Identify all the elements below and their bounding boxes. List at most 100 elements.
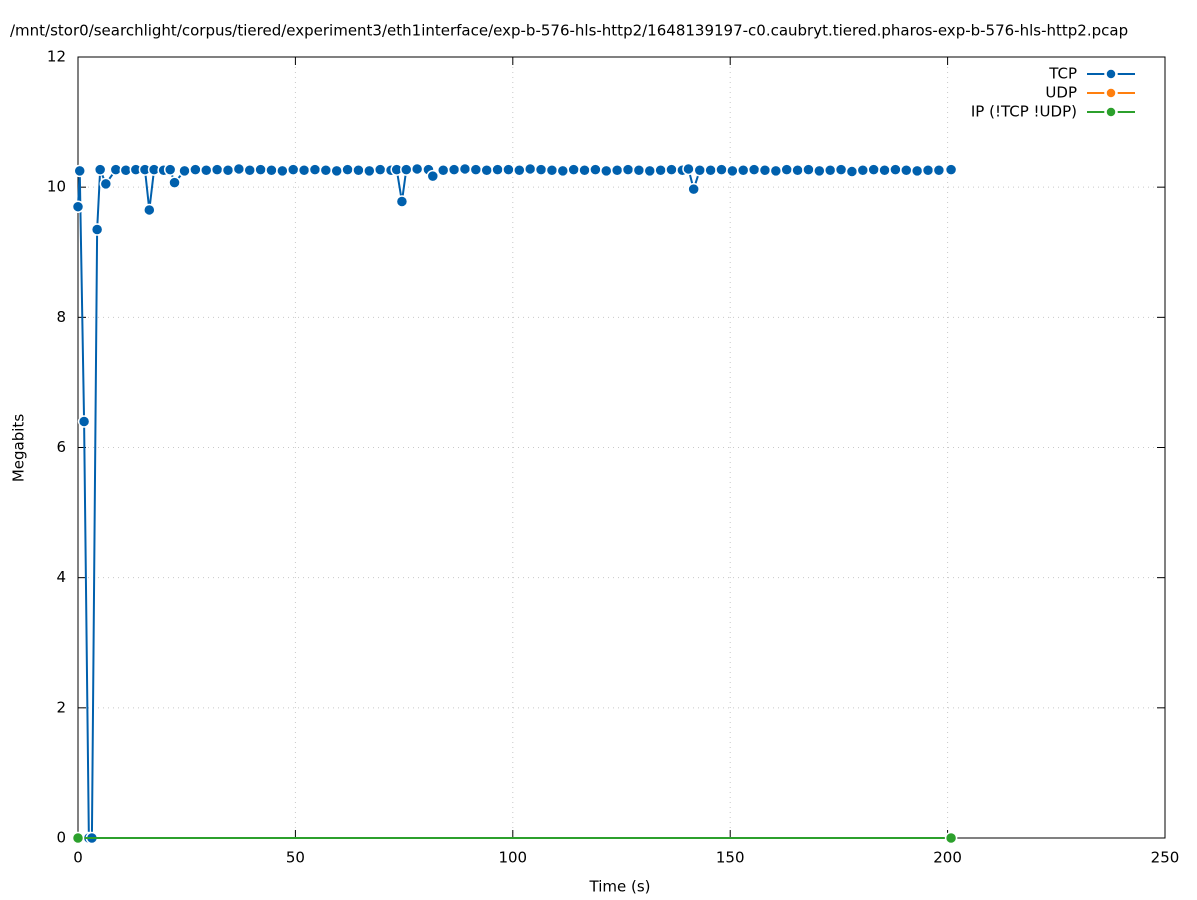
data-point	[944, 163, 958, 176]
data-point	[189, 163, 202, 176]
data-point	[330, 164, 343, 178]
data-point	[178, 164, 191, 178]
data-point	[469, 163, 483, 176]
data-point	[643, 164, 657, 178]
data-point	[426, 169, 440, 183]
data-point	[802, 163, 815, 176]
data-point	[308, 163, 322, 176]
data-point	[867, 163, 880, 176]
data-point	[491, 163, 504, 176]
series-line	[77, 167, 952, 839]
legend-marker	[1104, 86, 1118, 100]
data-point	[780, 163, 793, 176]
data-point	[910, 164, 924, 178]
data-point	[363, 164, 376, 178]
data-point	[715, 163, 728, 176]
legend-marker	[1104, 67, 1118, 81]
data-point	[878, 163, 891, 177]
y-tick-label: 4	[56, 568, 66, 586]
x-tick-label: 250	[1151, 849, 1180, 867]
data-point	[502, 163, 515, 176]
data-point	[534, 163, 548, 176]
data-point	[90, 223, 104, 236]
data-point	[758, 163, 772, 177]
data-point	[99, 177, 113, 191]
data-point	[93, 163, 107, 176]
x-tick-label: 150	[716, 849, 745, 867]
x-tick-label: 0	[73, 849, 83, 867]
data-point	[71, 831, 85, 845]
chart-title: /mnt/stor0/searchlight/corpus/tiered/exp…	[10, 22, 1128, 40]
data-point	[600, 164, 613, 178]
data-point	[665, 163, 678, 176]
y-tick-label: 2	[56, 698, 66, 716]
data-point	[556, 164, 570, 178]
y-tick-label: 6	[56, 438, 66, 456]
data-point	[73, 164, 86, 178]
data-point	[265, 163, 278, 177]
legend-label: UDP	[1045, 84, 1077, 102]
legend-marker	[1104, 105, 1118, 119]
data-point	[654, 163, 667, 177]
data-point	[458, 162, 472, 176]
data-point	[400, 163, 413, 176]
data-point	[545, 163, 559, 177]
data-point	[791, 163, 804, 177]
data-point	[436, 163, 450, 177]
x-axis-label: Time (s)	[589, 878, 651, 896]
data-point	[286, 163, 300, 176]
data-point	[352, 163, 365, 177]
data-point	[243, 163, 256, 177]
data-point	[621, 163, 635, 176]
data-point	[341, 163, 354, 176]
data-point	[845, 165, 859, 178]
data-point	[736, 163, 750, 177]
data-point	[200, 163, 213, 177]
data-point	[410, 162, 424, 176]
data-point	[769, 164, 783, 178]
data-point	[480, 163, 493, 177]
data-point	[297, 163, 311, 177]
y-tick-label: 10	[47, 178, 66, 196]
data-point	[704, 163, 717, 177]
data-point	[944, 831, 958, 845]
data-point	[232, 162, 246, 176]
data-point	[900, 163, 913, 177]
data-point	[373, 163, 387, 176]
data-point	[210, 163, 224, 176]
y-axis-label: Megabits	[10, 414, 28, 482]
y-tick-label: 0	[56, 829, 66, 847]
data-point	[726, 164, 739, 178]
data-point	[823, 163, 837, 177]
data-point	[687, 182, 700, 196]
data-point	[523, 162, 537, 176]
legend-label: IP (!TCP !UDP)	[971, 103, 1077, 121]
data-point	[71, 200, 85, 213]
data-point	[578, 163, 591, 177]
data-point	[856, 163, 870, 177]
data-point	[447, 163, 461, 176]
data-point	[834, 163, 848, 176]
data-point	[513, 163, 526, 177]
data-point	[682, 162, 695, 176]
data-point	[276, 164, 289, 178]
data-point	[395, 195, 409, 208]
data-point	[610, 163, 624, 177]
data-point	[143, 203, 156, 217]
data-point	[221, 163, 235, 177]
data-point	[163, 163, 177, 176]
data-point	[921, 163, 935, 177]
data-point	[889, 163, 902, 176]
data-point	[567, 163, 580, 176]
data-point	[932, 163, 946, 177]
x-tick-label: 50	[286, 849, 305, 867]
data-point	[589, 163, 602, 176]
data-point	[632, 163, 646, 177]
y-tick-label: 8	[56, 308, 66, 326]
data-point	[813, 164, 826, 178]
legend-label: TCP	[1048, 65, 1077, 83]
x-tick-label: 100	[498, 849, 527, 867]
data-point	[693, 163, 707, 177]
